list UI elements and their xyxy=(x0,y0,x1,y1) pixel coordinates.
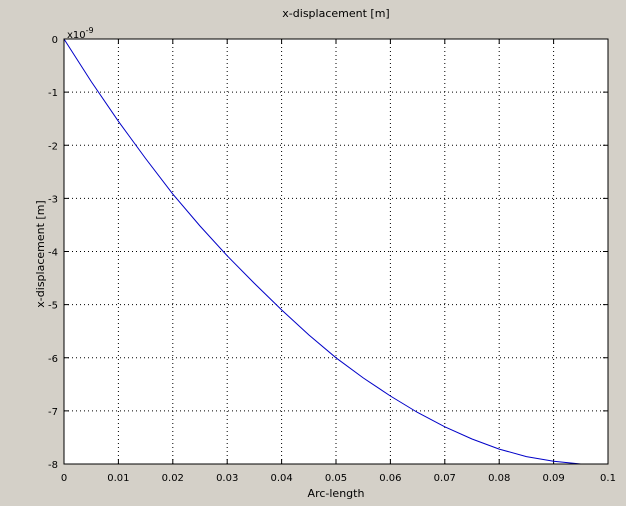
y-axis-label: x-displacement [m] xyxy=(34,200,47,307)
plot-frame xyxy=(63,38,609,465)
y-tick-label: -7 xyxy=(48,407,58,418)
x-tick-label: 0.01 xyxy=(107,473,129,484)
y-tick-label: -2 xyxy=(48,141,58,152)
x-axis-label: Arc-length xyxy=(308,487,365,500)
series-line xyxy=(63,38,581,465)
data-lines xyxy=(63,38,581,465)
y-tick-label: -4 xyxy=(48,248,58,259)
x-tick-label: 0.05 xyxy=(325,473,347,484)
x-tick-label: 0.02 xyxy=(162,473,184,484)
x-tick-label: 0.1 xyxy=(600,473,616,484)
y-tick-label: -1 xyxy=(48,88,58,99)
x-tick-label: 0.09 xyxy=(542,473,564,484)
y-exponent-power: -9 xyxy=(86,26,94,35)
x-tick-label: 0.08 xyxy=(488,473,510,484)
y-tick-label: -8 xyxy=(48,460,58,471)
y-tick-label: -5 xyxy=(48,301,58,312)
y-exponent-base: x10 xyxy=(67,30,86,41)
x-tick-label: 0.04 xyxy=(270,473,292,484)
y-tick-label: 0 xyxy=(52,35,58,46)
x-tick-label: 0.07 xyxy=(434,473,456,484)
x-tick-label: 0.03 xyxy=(216,473,238,484)
y-exponent-label: x10-9 xyxy=(67,26,94,41)
chart-title: x-displacement [m] xyxy=(282,7,389,20)
y-tick-label: -6 xyxy=(48,354,58,365)
x-tick-label: 0 xyxy=(61,473,67,484)
y-tick-label: -3 xyxy=(48,194,58,205)
x-tick-label: 0.06 xyxy=(379,473,401,484)
